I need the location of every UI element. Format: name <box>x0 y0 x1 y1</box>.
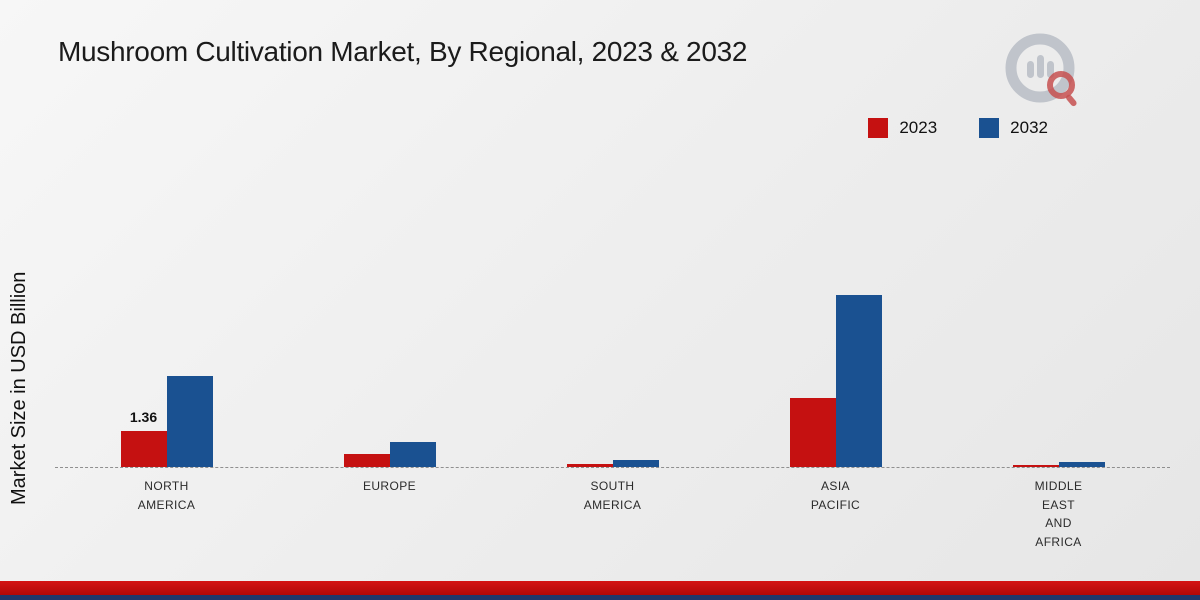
bar-2032 <box>612 460 659 467</box>
bar-2023 <box>343 454 390 467</box>
category-label: MIDDLE EAST AND AFRICA <box>1034 479 1083 549</box>
chart-title: Mushroom Cultivation Market, By Regional… <box>58 36 748 67</box>
legend-label-2032: 2032 <box>1010 118 1048 137</box>
y-axis-label: Market Size in USD Billion <box>8 271 30 505</box>
bar-2032 <box>166 376 213 467</box>
bar-group: EUROPE <box>343 442 436 493</box>
category-label: ASIA PACIFIC <box>810 479 861 512</box>
legend-label-2023: 2023 <box>899 118 938 137</box>
bar-group: MIDDLE EAST AND AFRICA <box>1012 462 1105 549</box>
bar-2023: 1.36 <box>120 409 167 467</box>
bar-group: SOUTH AMERICA <box>566 460 659 512</box>
logo-ring <box>1005 33 1075 103</box>
bar-2023 <box>1012 465 1059 467</box>
logo-magnifier-icon <box>1047 71 1075 99</box>
category-label: NORTH AMERICA <box>137 479 196 512</box>
legend-item-2023: 2023 <box>868 118 937 138</box>
bar-2032 <box>835 295 882 467</box>
bar-group: 1.36 NORTH AMERICA <box>120 376 213 512</box>
plot-area: 1.36 NORTH AMERICA EUROPE SOUTH AMERICA ASIA PA… <box>55 150 1170 549</box>
category-label: SOUTH AMERICA <box>583 479 642 512</box>
legend-item-2032: 2032 <box>979 118 1048 138</box>
footer-navy-band <box>0 595 1200 600</box>
market-research-future-logo <box>1005 33 1077 107</box>
footer-red-band <box>0 581 1200 595</box>
logo-magnifier-handle <box>1066 94 1077 107</box>
bar-2032 <box>1058 462 1105 467</box>
bar-value-label: 1.36 <box>129 409 158 425</box>
bar-2023 <box>566 464 613 467</box>
legend-swatch-2023 <box>868 118 889 138</box>
logo-bar-icon <box>1047 61 1054 78</box>
bar-2023 <box>789 398 836 467</box>
legend-swatch-2032 <box>979 118 1000 138</box>
logo-bar-icon <box>1027 61 1034 78</box>
category-label: EUROPE <box>362 479 417 493</box>
bar-group: ASIA PACIFIC <box>789 295 882 512</box>
legend: 2023 2032 <box>868 118 1048 138</box>
bar-2032 <box>389 442 436 467</box>
logo-bar-icon <box>1037 55 1044 78</box>
